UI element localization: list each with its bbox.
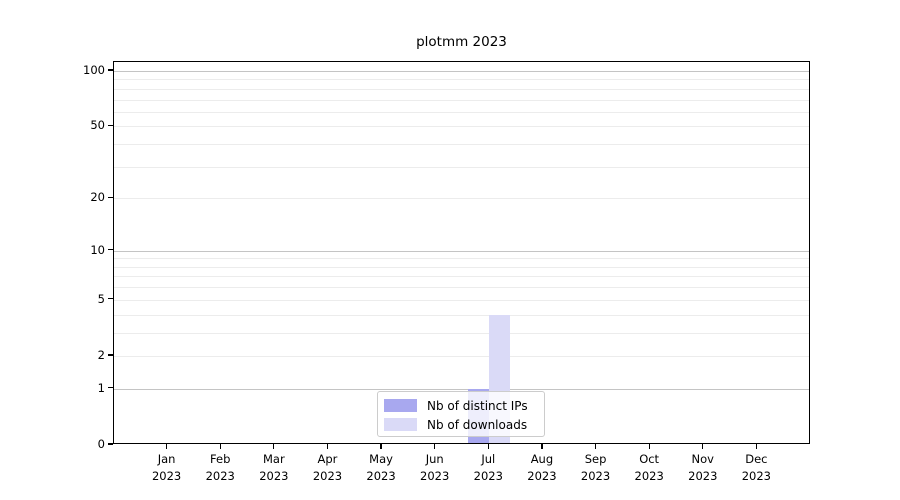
x-tick-year: 2023 — [473, 468, 503, 483]
x-tick-month: Apr — [317, 452, 338, 466]
gridline-minor — [114, 144, 809, 146]
x-tick-mark — [541, 444, 543, 449]
x-tick-mark — [487, 444, 489, 449]
legend-item-downloads: Nb of downloads — [384, 415, 544, 434]
legend-swatch-downloads — [384, 418, 417, 431]
gridline-minor — [114, 88, 809, 90]
legend-label-distinct-ips: Nb of distinct IPs — [427, 398, 528, 413]
x-tick-month: Sep — [584, 452, 607, 466]
plot-area: Nb of distinct IPs Nb of downloads — [113, 61, 810, 444]
gridline-minor — [114, 99, 809, 101]
x-tick-year: 2023 — [420, 468, 450, 483]
y-tick-label: 5 — [97, 291, 105, 306]
x-tick-mark — [702, 444, 704, 449]
x-tick-year: 2023 — [741, 468, 772, 483]
y-tick-label: 1 — [97, 380, 105, 395]
y-tick-label: 100 — [83, 63, 105, 77]
gridline-minor — [114, 332, 809, 334]
gridline-minor — [114, 355, 809, 357]
x-tick-year: 2023 — [634, 468, 664, 483]
y-tick-mark — [108, 298, 113, 300]
legend-item-distinct-ips: Nb of distinct IPs — [384, 396, 544, 415]
x-tick-label: Jul 2023 — [456, 451, 520, 484]
x-tick-month: Dec — [745, 452, 768, 466]
gridline-minor — [114, 314, 809, 316]
y-tick-label: 10 — [90, 242, 105, 257]
gridline-minor — [114, 126, 809, 128]
x-tick-mark — [273, 444, 275, 449]
x-tick-year: 2023 — [366, 468, 396, 483]
x-tick-mark — [326, 444, 329, 449]
x-tick-month: Nov — [691, 452, 714, 466]
x-tick-label: Sep 2023 — [564, 451, 628, 484]
gridline-minor — [114, 79, 809, 81]
y-tick-label: 20 — [90, 190, 105, 205]
gridline-major — [114, 388, 809, 390]
gridline-minor — [114, 266, 809, 268]
x-tick-label: Oct 2023 — [617, 451, 681, 484]
x-tick-mark — [166, 444, 168, 449]
x-tick-year: 2023 — [259, 468, 289, 483]
x-tick-label: Jan 2023 — [135, 451, 199, 484]
legend-label-downloads: Nb of downloads — [427, 417, 528, 432]
x-tick-label: May 2023 — [349, 451, 413, 484]
y-tick-mark — [108, 354, 113, 356]
gridline-major — [114, 250, 809, 252]
y-tick-mark — [108, 196, 113, 198]
x-tick-month: Jul — [481, 452, 496, 466]
x-tick-month: Feb — [210, 452, 231, 466]
x-tick-year: 2023 — [688, 468, 718, 483]
x-tick-label: Apr 2023 — [295, 451, 359, 484]
x-tick-month: May — [369, 452, 393, 466]
y-tick-label: 50 — [90, 118, 105, 133]
gridline-minor — [114, 299, 809, 301]
x-tick-label: Jun 2023 — [403, 451, 467, 484]
y-tick-mark — [108, 124, 113, 126]
gridline-minor — [114, 198, 809, 200]
x-tick-month: Jun — [425, 452, 444, 466]
x-tick-month: Aug — [530, 452, 554, 466]
x-tick-mark — [434, 444, 436, 449]
gridline-minor — [114, 111, 809, 113]
y-tick-mark — [108, 387, 113, 389]
x-tick-label: Mar 2023 — [242, 451, 306, 484]
x-tick-mark — [648, 444, 650, 449]
gridline-minor — [114, 276, 809, 278]
x-tick-label: Aug 2023 — [510, 451, 574, 484]
x-tick-month: Mar — [262, 452, 285, 466]
y-tick-label: 0 — [97, 437, 105, 451]
y-tick-label: 2 — [97, 347, 105, 362]
chart-title: plotmm 2023 — [416, 34, 507, 50]
legend-swatch-distinct-ips — [384, 399, 417, 412]
x-tick-label: Feb 2023 — [188, 451, 252, 484]
gridline-minor — [114, 287, 809, 289]
x-tick-mark — [219, 444, 221, 449]
x-tick-year: 2023 — [580, 468, 611, 483]
gridline-minor — [114, 166, 809, 168]
x-tick-month: Jan — [157, 452, 176, 466]
gridline-minor — [114, 258, 809, 260]
x-tick-year: 2023 — [151, 468, 182, 483]
x-tick-mark — [594, 444, 597, 449]
gridline-major — [114, 71, 809, 72]
x-tick-year: 2023 — [527, 468, 557, 483]
y-tick-mark — [108, 249, 113, 251]
y-tick-mark — [108, 69, 113, 71]
legend: Nb of distinct IPs Nb of downloads — [377, 391, 545, 437]
x-tick-label: Dec 2023 — [724, 451, 788, 484]
x-tick-mark — [380, 444, 382, 449]
x-tick-label: Nov 2023 — [671, 451, 735, 484]
x-tick-month: Oct — [639, 452, 660, 466]
x-tick-year: 2023 — [205, 468, 235, 483]
y-tick-mark — [108, 443, 113, 445]
x-tick-mark — [755, 444, 757, 449]
x-tick-year: 2023 — [312, 468, 343, 483]
